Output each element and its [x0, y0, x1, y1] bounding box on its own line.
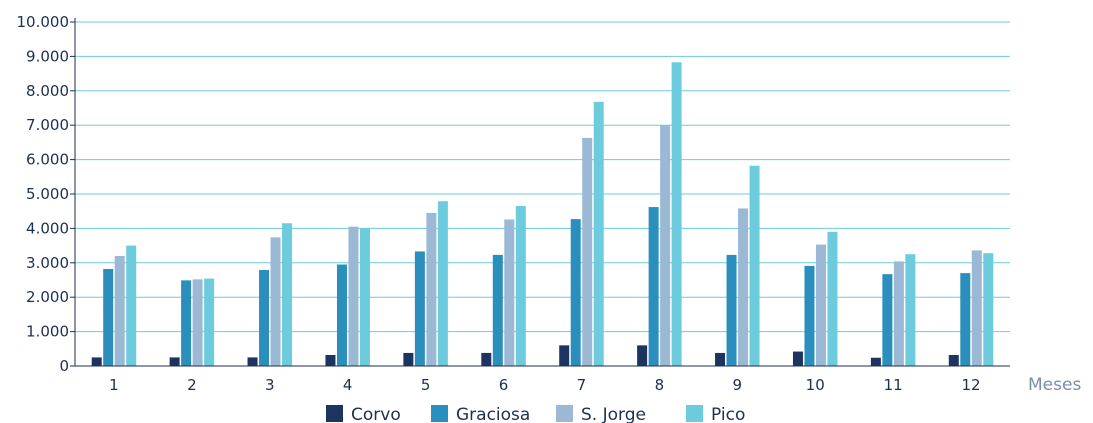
bar-corvo-10 — [792, 351, 803, 366]
bar-pico-2 — [204, 278, 215, 366]
bar-pico-9 — [749, 165, 760, 366]
y-tick-label: 4.000 — [26, 219, 69, 237]
bar-pico-12 — [983, 253, 994, 366]
bar-s-jorge-3 — [270, 237, 281, 366]
bar-corvo-12 — [948, 354, 959, 366]
bar-graciosa-11 — [882, 274, 893, 366]
bar-s-jorge-12 — [971, 250, 982, 366]
legend-swatch-graciosa — [431, 405, 448, 422]
x-tick-label: 3 — [265, 376, 275, 394]
legend-swatch-s-jorge — [556, 405, 573, 422]
legend: Corvo Graciosa S. Jorge Pico — [326, 405, 745, 423]
x-tick-label: 12 — [961, 376, 980, 394]
bar-s-jorge-10 — [815, 244, 826, 366]
x-tick-label: 10 — [806, 376, 825, 394]
bar-corvo-11 — [870, 357, 881, 366]
bar-graciosa-10 — [804, 265, 815, 366]
bar-graciosa-6 — [492, 254, 503, 366]
bar-pico-10 — [827, 231, 838, 366]
bar-s-jorge-4 — [348, 226, 359, 366]
bar-s-jorge-1 — [114, 255, 125, 366]
x-tick-label: 2 — [187, 376, 197, 394]
y-tick-label: 1.000 — [26, 323, 69, 341]
bar-graciosa-8 — [648, 207, 659, 366]
legend-label-corvo: Corvo — [351, 405, 401, 423]
x-tick-label: 8 — [655, 376, 665, 394]
y-tick-label: 6.000 — [26, 151, 69, 169]
bar-corvo-1 — [91, 357, 102, 366]
legend-label-pico: Pico — [711, 405, 745, 423]
bar-pico-4 — [359, 228, 370, 366]
y-tick-label: 3.000 — [26, 254, 69, 272]
bar-pico-11 — [905, 254, 916, 366]
x-tick-label: 11 — [884, 376, 903, 394]
y-tick-label: 7.000 — [26, 116, 69, 134]
bar-s-jorge-9 — [738, 208, 749, 366]
y-tick-label: 10.000 — [17, 13, 70, 31]
bar-s-jorge-7 — [582, 137, 593, 366]
x-tick-label: 6 — [499, 376, 509, 394]
x-axis-ticks: 1 2 3 4 5 6 7 8 9 10 11 12 — [109, 376, 980, 394]
legend-swatch-pico — [686, 405, 703, 422]
x-tick-label: 9 — [733, 376, 743, 394]
bar-graciosa-9 — [726, 254, 737, 366]
bar-s-jorge-2 — [192, 279, 203, 366]
bar-graciosa-1 — [103, 268, 114, 366]
bar-corvo-6 — [481, 352, 492, 366]
bar-graciosa-2 — [181, 280, 192, 366]
y-tick-label: 5.000 — [26, 185, 69, 203]
bar-s-jorge-8 — [660, 125, 671, 366]
bar-s-jorge-11 — [893, 261, 904, 366]
bar-s-jorge-6 — [504, 219, 515, 366]
x-axis-label: Meses — [1028, 375, 1081, 395]
bar-corvo-3 — [247, 357, 258, 366]
y-tick-label: 0 — [59, 357, 69, 375]
bar-pico-8 — [671, 62, 682, 367]
bar-pico-5 — [437, 201, 448, 366]
legend-label-s-jorge: S. Jorge — [581, 405, 646, 423]
bar-corvo-7 — [559, 345, 570, 366]
bar-corvo-4 — [325, 354, 336, 366]
bar-corvo-2 — [169, 357, 180, 366]
bar-pico-6 — [515, 206, 526, 366]
gridlines — [75, 21, 1010, 333]
bar-graciosa-4 — [336, 264, 347, 366]
legend-swatch-corvo — [326, 405, 343, 422]
bar-pico-7 — [593, 101, 604, 367]
bar-graciosa-3 — [259, 270, 270, 366]
bars — [91, 62, 994, 367]
bar-s-jorge-5 — [426, 212, 437, 366]
y-axis-ticks: 0 1.000 2.000 3.000 4.000 5.000 6.000 7.000 8.00… — [17, 13, 75, 375]
y-tick-label: 2.000 — [26, 288, 69, 306]
bar-pico-3 — [282, 223, 293, 366]
bar-graciosa-12 — [960, 273, 971, 366]
y-tick-label: 8.000 — [26, 82, 69, 100]
legend-label-graciosa: Graciosa — [456, 405, 530, 423]
x-tick-label: 5 — [421, 376, 431, 394]
x-tick-label: 4 — [343, 376, 353, 394]
bar-corvo-8 — [637, 345, 648, 366]
x-tick-label: 7 — [577, 376, 587, 394]
y-tick-label: 9.000 — [26, 47, 69, 65]
bar-graciosa-5 — [414, 251, 425, 366]
bar-corvo-5 — [403, 352, 414, 366]
bar-graciosa-7 — [570, 219, 581, 366]
bar-pico-1 — [126, 245, 137, 366]
x-tick-label: 1 — [109, 376, 119, 394]
bar-corvo-9 — [715, 352, 726, 366]
